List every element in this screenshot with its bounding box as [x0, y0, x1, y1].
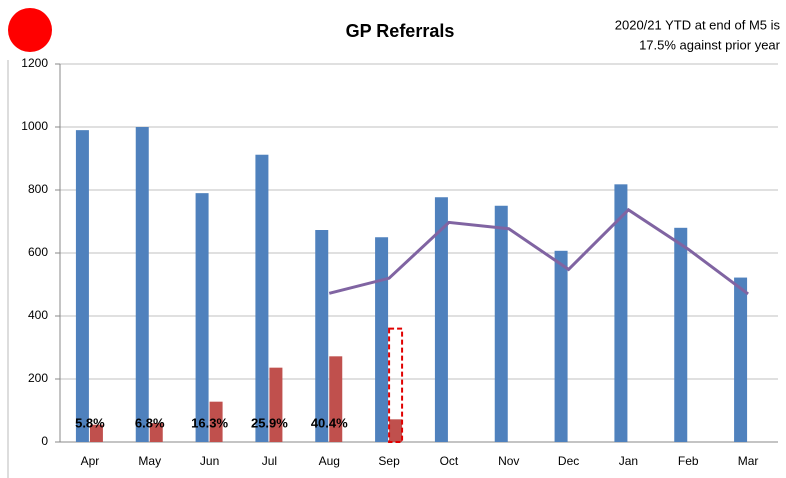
- subtitle: 17.5% against prior year: [639, 37, 781, 52]
- x-tick-label: Dec: [558, 454, 579, 468]
- bar: [135, 127, 149, 442]
- data-annotation: 5.8%: [75, 415, 105, 430]
- x-tick-label: Nov: [498, 454, 519, 468]
- data-annotation: 6.8%: [135, 415, 165, 430]
- y-tick-label: 600: [28, 245, 48, 259]
- chart-title: GP Referrals: [346, 21, 455, 41]
- bar: [434, 197, 448, 442]
- bar: [89, 424, 103, 442]
- bar: [195, 193, 209, 442]
- data-annotation: 25.9%: [251, 415, 288, 430]
- y-tick-label: 800: [28, 182, 48, 196]
- x-tick-label: Jun: [200, 454, 219, 468]
- y-tick-label: 0: [41, 434, 48, 448]
- bar: [614, 184, 628, 442]
- bar: [389, 419, 403, 442]
- bar: [375, 237, 389, 442]
- bar: [269, 367, 283, 442]
- x-tick-label: May: [138, 454, 161, 468]
- bar: [734, 277, 748, 442]
- y-tick-label: 400: [28, 308, 48, 322]
- subtitle: 2020/21 YTD at end of M5 is: [615, 17, 781, 32]
- x-tick-label: Sep: [378, 454, 400, 468]
- bar: [149, 423, 163, 442]
- y-tick-label: 200: [28, 371, 48, 385]
- x-tick-label: Aug: [319, 454, 340, 468]
- bar: [494, 205, 508, 442]
- data-annotation: 40.4%: [311, 415, 348, 430]
- x-tick-label: Apr: [81, 454, 100, 468]
- bar: [209, 401, 223, 442]
- bar: [674, 227, 688, 442]
- x-tick-label: Mar: [738, 454, 759, 468]
- bar: [255, 154, 269, 442]
- bar: [329, 356, 343, 442]
- x-tick-label: Jan: [619, 454, 638, 468]
- x-tick-label: Oct: [440, 454, 459, 468]
- y-tick-label: 1200: [21, 56, 48, 70]
- status-indicator: [8, 8, 52, 52]
- bar: [75, 130, 89, 442]
- data-annotation: 16.3%: [191, 415, 228, 430]
- bar: [315, 230, 329, 442]
- projected-bar: [388, 327, 404, 444]
- line: [328, 207, 749, 296]
- bar: [554, 250, 568, 442]
- y-tick-label: 1000: [21, 119, 48, 133]
- x-tick-label: Feb: [678, 454, 699, 468]
- x-tick-label: Jul: [262, 454, 277, 468]
